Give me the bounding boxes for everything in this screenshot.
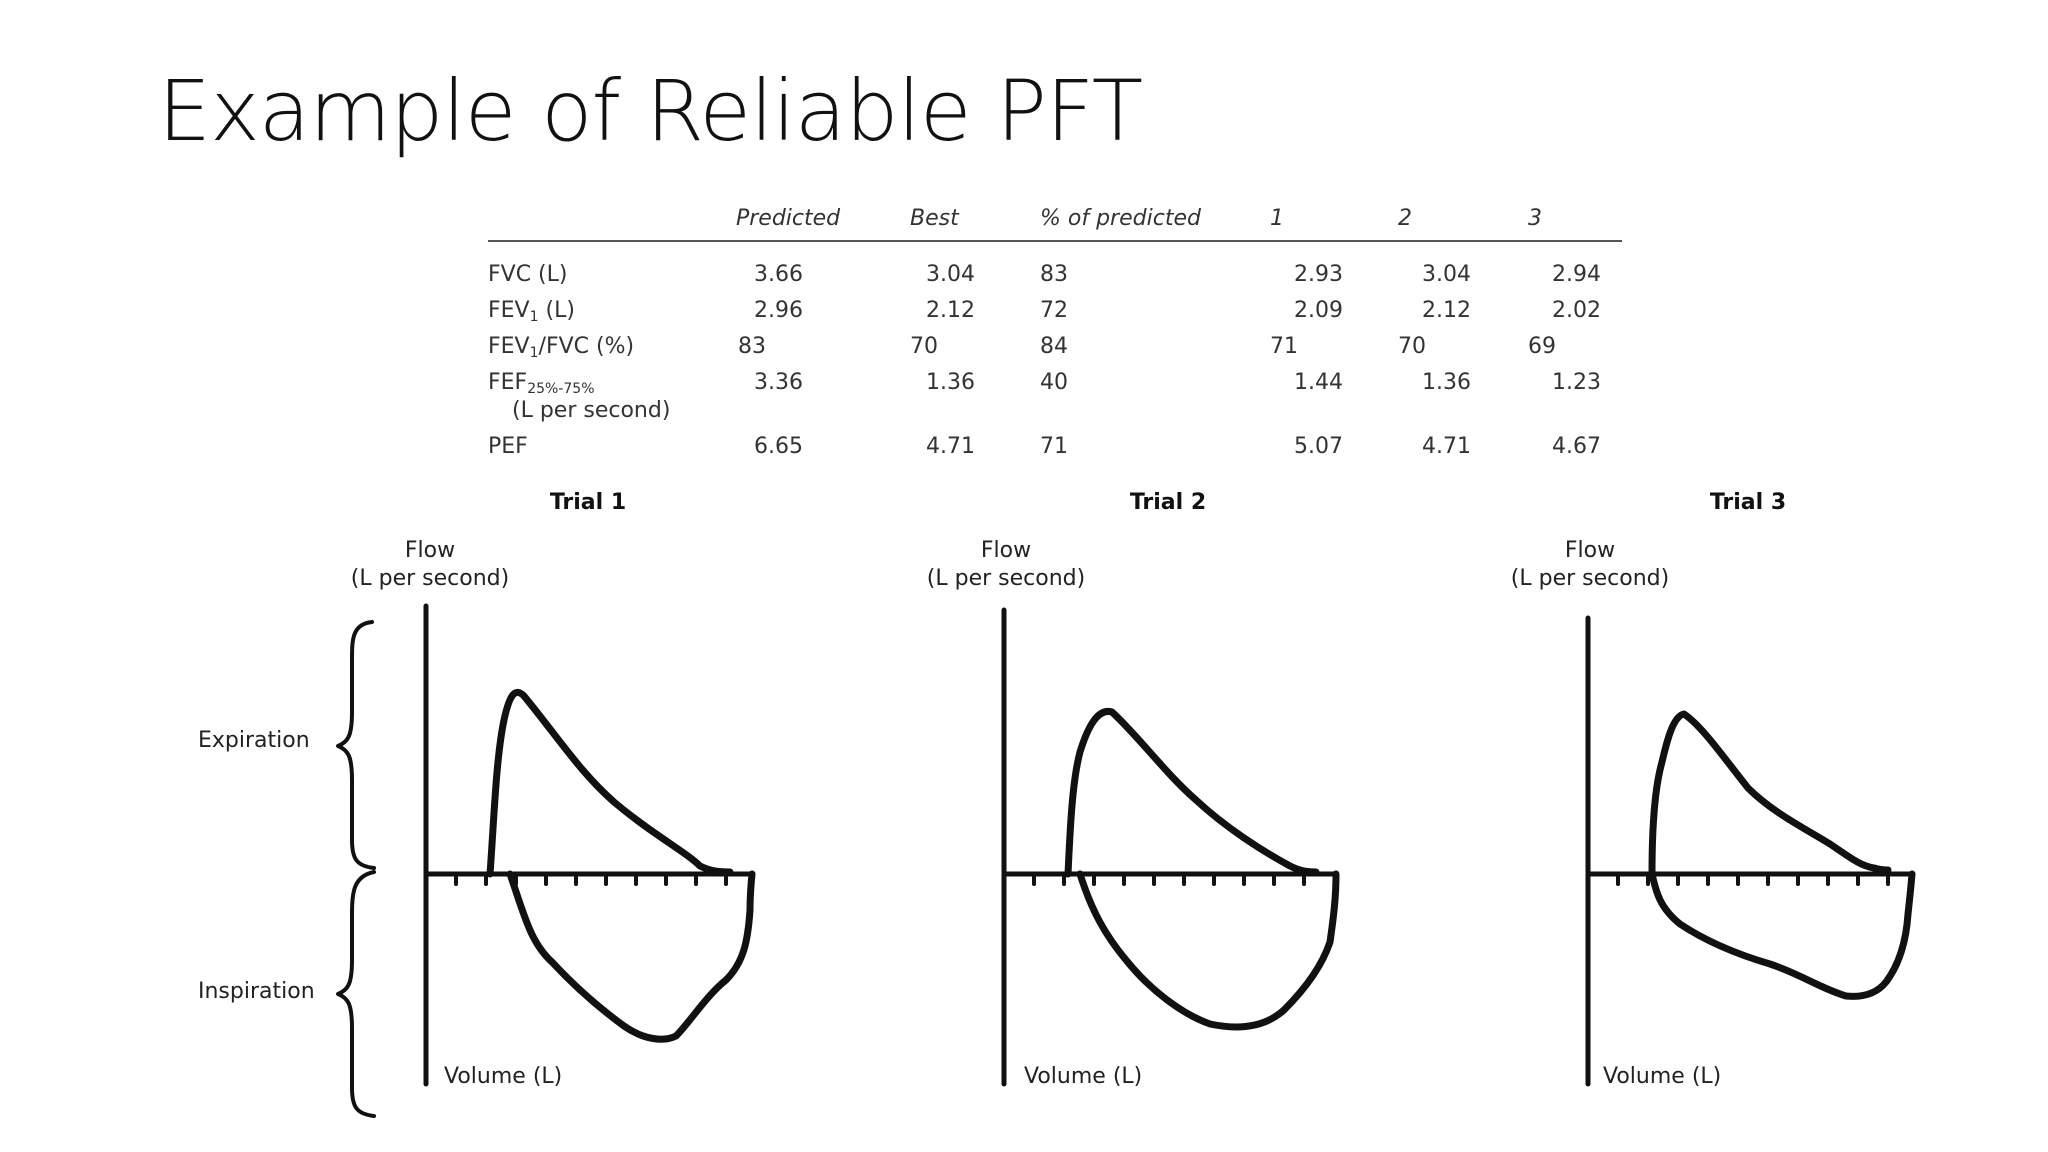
cell-best: 3.04 [926, 262, 975, 287]
table-row-fev1: FEV1 (L) 2.96 2.12 72 2.09 2.12 2.02 [488, 298, 1622, 334]
row-label: FEV1 (L) [488, 298, 575, 325]
trial-3-expiratory-curve [1648, 710, 1892, 878]
cell-percent: 71 [1040, 434, 1068, 459]
cell-percent: 40 [1040, 370, 1068, 395]
trial-3-flow-unit: (L per second) [1510, 566, 1670, 591]
cell-predicted: 83 [738, 334, 766, 359]
cell-trial-2: 4.71 [1422, 434, 1471, 459]
cell-best: 2.12 [926, 298, 975, 323]
trial-3-loop [1585, 615, 1916, 1087]
trial-2-ticks [1032, 872, 1306, 886]
row-label: FEF25%-75% [488, 370, 595, 397]
pft-results-table: Predicted Best % of predicted 1 2 3 FVC … [488, 200, 1622, 470]
row-label-unit: (L per second) [512, 398, 671, 423]
inspiration-label: Inspiration [198, 979, 315, 1004]
trial-2-flow-unit: (L per second) [926, 566, 1086, 591]
cell-trial-3: 2.02 [1552, 298, 1601, 323]
trial-2-flow-label: Flow [980, 538, 1032, 563]
trial-3-title: Trial 3 [1709, 490, 1787, 515]
cell-trial-3: 4.67 [1552, 434, 1601, 459]
header-percent-predicted: % of predicted [1040, 206, 1201, 231]
cell-trial-2: 3.04 [1422, 262, 1471, 287]
cell-trial-1: 2.09 [1294, 298, 1343, 323]
header-trial-3: 3 [1528, 206, 1542, 231]
cell-trial-3: 69 [1528, 334, 1556, 359]
table-header: Predicted Best % of predicted 1 2 3 [488, 200, 1622, 242]
header-best: Best [910, 206, 959, 231]
cell-trial-2: 2.12 [1422, 298, 1471, 323]
header-trial-1: 1 [1270, 206, 1284, 231]
trial-1-ticks [454, 872, 728, 886]
cell-trial-2: 70 [1398, 334, 1426, 359]
slide-title: Example of Reliable PFT [158, 62, 1143, 160]
table-row-fef: FEF25%-75% (L per second) 3.36 1.36 40 1… [488, 370, 1622, 434]
cell-percent: 72 [1040, 298, 1068, 323]
trial-1-flow-unit: (L per second) [350, 566, 510, 591]
header-trial-2: 2 [1398, 206, 1412, 231]
trial-1-volume-label: Volume (L) [444, 1064, 563, 1089]
cell-best: 70 [910, 334, 938, 359]
cell-trial-1: 71 [1270, 334, 1298, 359]
expiration-brace [336, 620, 376, 870]
table-row-fev1-fvc: FEV1/FVC (%) 83 70 84 71 70 69 [488, 334, 1622, 370]
trial-1-title: Trial 1 [549, 490, 627, 515]
cell-trial-3: 1.23 [1552, 370, 1601, 395]
trial-2-loop [1001, 607, 1340, 1087]
cell-best: 4.71 [926, 434, 975, 459]
inspiration-brace [336, 870, 376, 1118]
cell-predicted: 2.96 [754, 298, 803, 323]
cell-percent: 83 [1040, 262, 1068, 287]
cell-predicted: 6.65 [754, 434, 803, 459]
trial-1-flow-label: Flow [404, 538, 456, 563]
trial-1-expiratory-curve [486, 688, 734, 878]
row-label: FVC (L) [488, 262, 568, 287]
trial-1-inspiratory-curve [506, 870, 756, 1043]
trial-2-title: Trial 2 [1129, 490, 1207, 515]
row-label: PEF [488, 434, 528, 459]
cell-trial-1: 2.93 [1294, 262, 1343, 287]
table-row-pef: PEF 6.65 4.71 71 5.07 4.71 4.67 [488, 434, 1622, 470]
trial-1-loop [423, 603, 756, 1087]
trial-3-flow-label: Flow [1564, 538, 1616, 563]
cell-trial-1: 5.07 [1294, 434, 1343, 459]
table-row-fvc: FVC (L) 3.66 3.04 83 2.93 3.04 2.94 [488, 262, 1622, 298]
expiration-label: Expiration [198, 728, 310, 753]
cell-trial-2: 1.36 [1422, 370, 1471, 395]
trial-3-inspiratory-curve [1648, 870, 1916, 1000]
trial-3-ticks [1616, 872, 1890, 886]
row-label: FEV1/FVC (%) [488, 334, 635, 361]
cell-trial-3: 2.94 [1552, 262, 1601, 287]
trial-2-inspiratory-curve [1076, 870, 1340, 1031]
cell-percent: 84 [1040, 334, 1068, 359]
header-predicted: Predicted [736, 206, 841, 231]
cell-best: 1.36 [926, 370, 975, 395]
cell-predicted: 3.36 [754, 370, 803, 395]
trial-3-volume-label: Volume (L) [1603, 1064, 1722, 1089]
trial-2-volume-label: Volume (L) [1024, 1064, 1143, 1089]
cell-predicted: 3.66 [754, 262, 803, 287]
cell-trial-1: 1.44 [1294, 370, 1343, 395]
trial-2-expiratory-curve [1064, 708, 1320, 878]
